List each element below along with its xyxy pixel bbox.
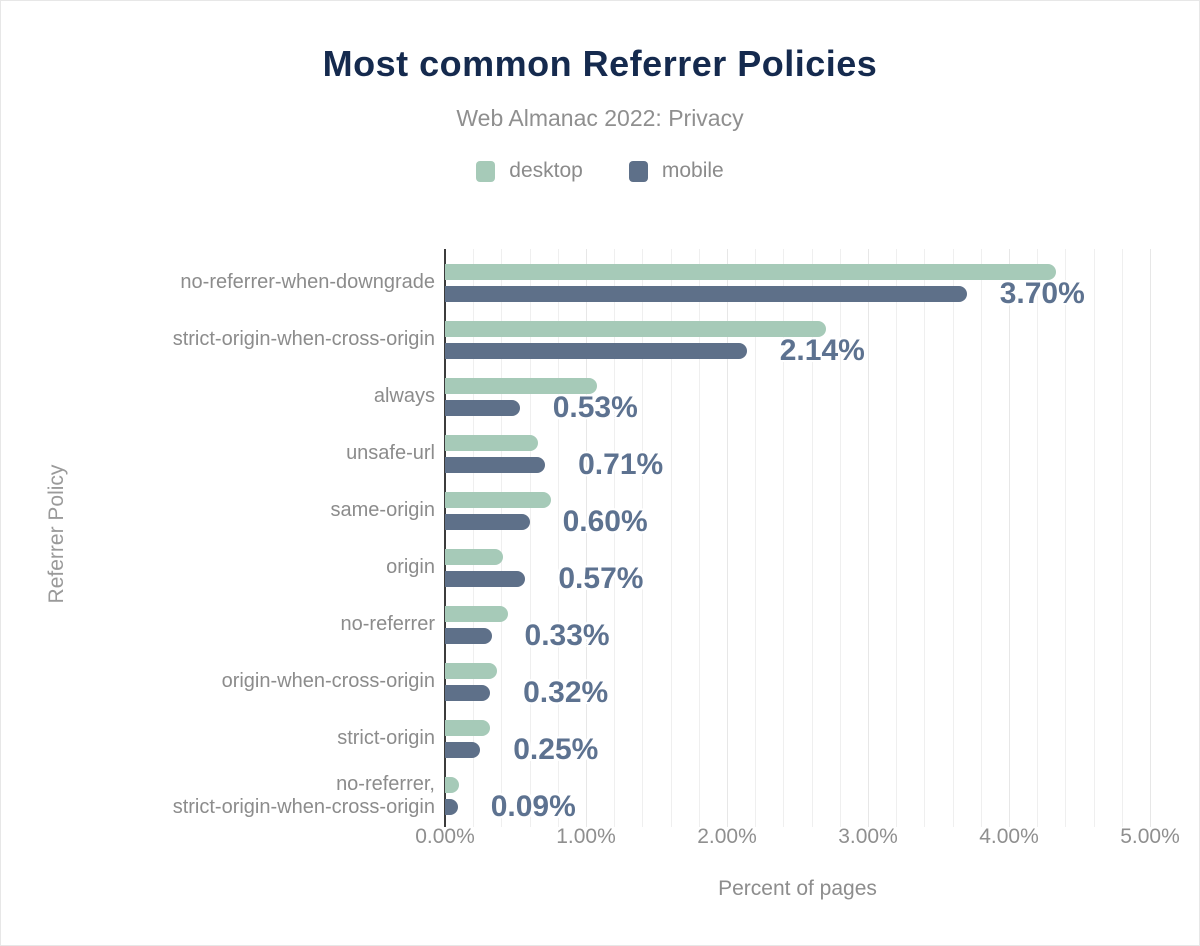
x-tick-label: 2.00% [697,825,757,848]
value-label: 0.60% [562,505,648,538]
category-label: always [373,385,435,407]
legend-label: desktop [509,159,583,182]
desktop-bar [445,378,598,394]
value-label: 0.33% [524,619,610,652]
mobile-bar [445,685,491,701]
desktop-bar [445,321,826,337]
legend: desktop mobile [1,159,1199,183]
desktop-swatch-icon [476,160,496,182]
minor-gridline [1121,249,1123,827]
y-axis-zero-line [444,249,446,827]
chart-row: 0.09% [445,762,1150,823]
minor-gridline [896,249,898,827]
minor-gridline [924,249,926,827]
minor-gridline [755,249,757,827]
chart-row: 0.32% [445,648,1150,709]
category-label: unsafe-url [346,442,435,464]
chart-title: Most common Referrer Policies [322,43,878,84]
x-tick-label: 1.00% [556,825,616,848]
value-label: 0.57% [558,562,644,595]
chart-row: 0.53% [445,363,1150,424]
value-label: 3.70% [999,277,1085,310]
x-tick-label: 4.00% [979,825,1039,848]
category-label: same-origin [330,499,435,521]
major-gridline [586,249,587,827]
mobile-bar [445,400,520,416]
chart-row: 2.14% [445,306,1150,367]
minor-gridline [501,249,503,827]
minor-gridline [698,249,700,827]
x-tick-label: 0.00% [415,825,475,848]
mobile-bar [445,514,530,530]
desktop-bar [445,549,503,565]
minor-gridline [811,249,813,827]
minor-gridline [1037,249,1039,827]
desktop-bar [445,435,539,451]
category-label: origin-when-cross-origin [221,670,435,692]
desktop-bar [445,777,460,793]
chart-row: 0.60% [445,477,1150,538]
value-label: 0.32% [523,676,609,709]
desktop-bar [445,492,551,508]
chart-row: 0.33% [445,591,1150,652]
minor-gridline [557,249,559,827]
mobile-bar [445,571,526,587]
major-gridline [727,249,728,827]
mobile-bar [445,343,747,359]
value-label: 0.71% [578,448,664,481]
category-label: no-referrer [340,613,435,635]
value-label: 2.14% [779,334,865,367]
plot-area: 3.70% 2.14% 0.53% 0.71% 0.60% 0.57% 0.33% 0.32%… [444,249,1151,827]
major-gridline [868,249,869,827]
x-tick-label: 5.00% [1120,825,1180,848]
y-axis-title: Referrer Policy [45,464,68,604]
x-tick-label: 3.00% [838,825,898,848]
minor-gridline [529,249,531,827]
legend-item-mobile: mobile [628,159,724,183]
value-label: 0.25% [513,733,599,766]
category-label: no-referrer-when-downgrade [180,271,435,293]
chart-row: 0.71% [445,420,1150,481]
minor-gridline [980,249,982,827]
mobile-bar [445,742,481,758]
category-label: strict-origin-when-cross-origin [172,328,435,350]
minor-gridline [473,249,475,827]
desktop-bar [445,663,498,679]
minor-gridline [952,249,954,827]
minor-gridline [670,249,672,827]
minor-gridline [1065,249,1067,827]
category-label: strict-origin [337,727,435,749]
minor-gridline [642,249,644,827]
legend-label: mobile [661,159,724,182]
x-axis-title: Percent of pages [718,877,877,900]
desktop-bar [445,264,1056,280]
minor-gridline [1093,249,1095,827]
category-label: no-referrer, strict-origin-when-cross-or… [172,772,435,818]
chart-row: 0.57% [445,534,1150,595]
mobile-bar [445,457,546,473]
chart-row: 3.70% [445,249,1150,310]
minor-gridline [839,249,841,827]
mobile-bar [445,286,967,302]
minor-gridline [614,249,616,827]
value-label: 0.09% [490,790,576,823]
chart-subtitle: Web Almanac 2022: Privacy [456,105,744,131]
mobile-swatch-icon [628,160,648,182]
major-gridline [1150,249,1151,827]
minor-gridline [783,249,785,827]
major-gridline [1009,249,1010,827]
desktop-bar [445,606,509,622]
mobile-bar [445,628,492,644]
value-label: 0.53% [552,391,638,424]
category-label: origin [386,556,435,578]
desktop-bar [445,720,491,736]
mobile-bar [445,799,458,815]
legend-item-desktop: desktop [476,159,583,183]
chart-row: 0.25% [445,705,1150,766]
